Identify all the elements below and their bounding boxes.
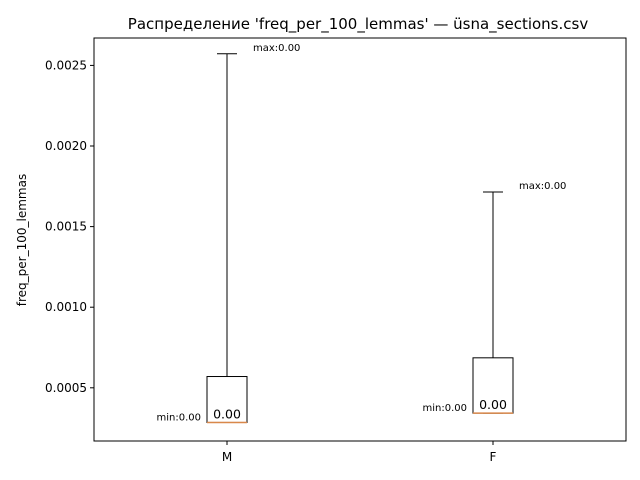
max-annotation: max:0.00 xyxy=(519,181,566,192)
plot-area: 0.0005 0.0010 0.0015 0.0020 0.0025 M Fmax:0.00… xyxy=(45,37,627,464)
median-annotation: 0.00 xyxy=(479,397,507,412)
min-annotation: min:0.00 xyxy=(157,412,202,423)
x-tick-label: F xyxy=(490,450,497,464)
y-tick-label: 0.0020 xyxy=(45,139,87,153)
plot-frame xyxy=(93,37,627,442)
median-annotation: 0.00 xyxy=(213,406,241,421)
x-tick-label: M xyxy=(222,450,232,464)
min-annotation: min:0.00 xyxy=(423,403,468,414)
y-axis-label: freq_per_100_lemmas xyxy=(15,174,29,306)
chart-title: Распределение 'freq_per_100_lemmas' — üs… xyxy=(128,15,589,34)
box-group-m: max:0.00 min:0.00 0.00 xyxy=(157,43,301,424)
y-tick-label: 0.0010 xyxy=(45,300,87,314)
y-tick-label: 0.0015 xyxy=(45,220,87,234)
y-tick-label: 0.0025 xyxy=(45,58,87,72)
y-tick-label: 0.0005 xyxy=(45,381,87,395)
box-group-f: max:0.00 min:0.00 0.00 xyxy=(423,181,567,414)
max-annotation: max:0.00 xyxy=(253,43,300,54)
